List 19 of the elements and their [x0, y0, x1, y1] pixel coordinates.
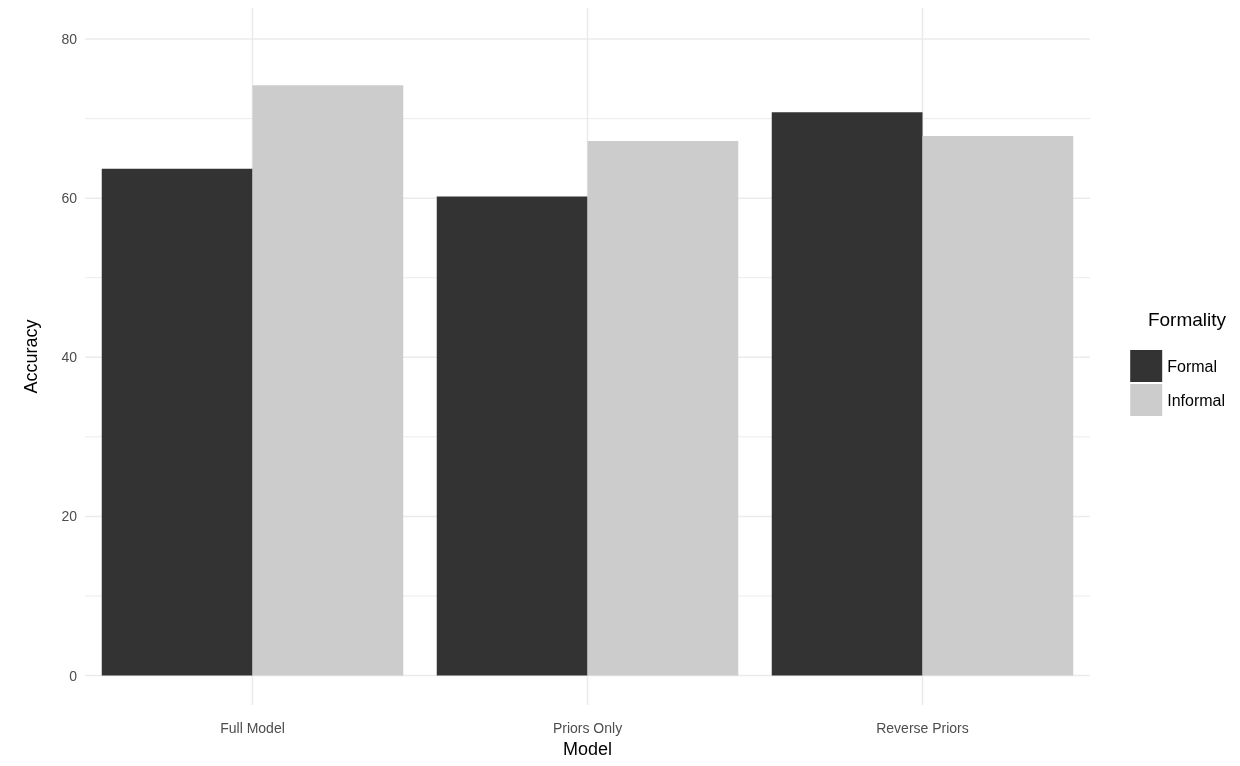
- bar: [436, 196, 588, 676]
- y-tick-label: 0: [69, 667, 78, 684]
- y-tick-label: 80: [61, 31, 78, 48]
- bar: [922, 136, 1074, 676]
- legend-title: Formality: [1147, 309, 1227, 330]
- bar: [252, 85, 404, 676]
- bar: [101, 168, 253, 676]
- x-axis-title: Model: [562, 739, 613, 759]
- y-tick-label: 40: [61, 349, 78, 366]
- legend-label: Formal: [1167, 357, 1217, 375]
- y-tick-label: 20: [61, 508, 78, 525]
- x-tick-label: Full Model: [220, 720, 285, 736]
- legend-label: Informal: [1167, 391, 1225, 409]
- bar: [587, 140, 739, 676]
- bar: [771, 112, 923, 676]
- x-tick-label: Reverse Priors: [876, 720, 969, 736]
- y-tick-label: 60: [61, 190, 78, 207]
- x-tick-label: Priors Only: [552, 720, 623, 736]
- y-axis-title: Accuracy: [21, 319, 41, 394]
